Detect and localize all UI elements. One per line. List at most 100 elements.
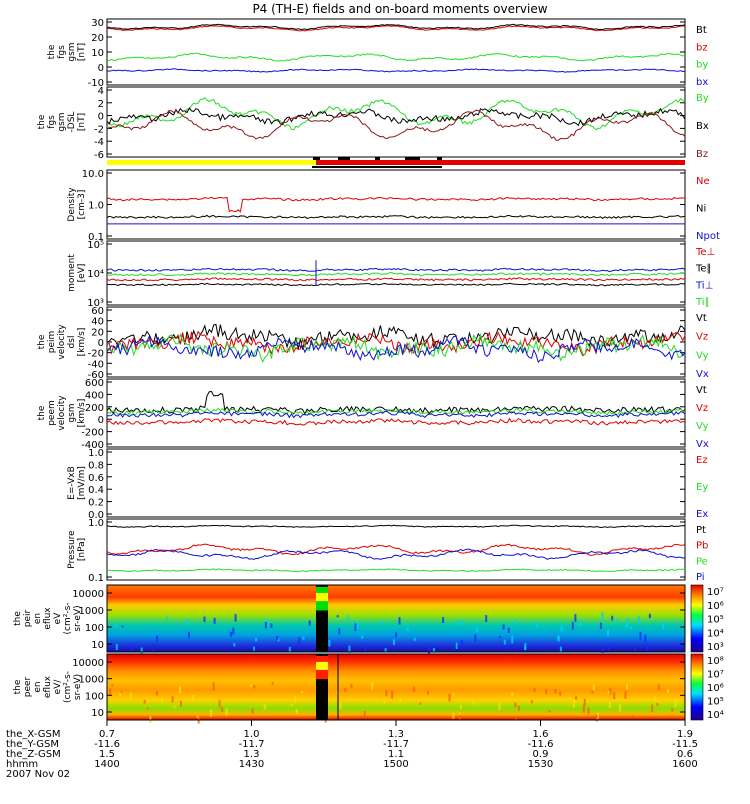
y-tick-label: -4 — [94, 137, 104, 148]
x-axis-value: 1.3 — [244, 749, 260, 760]
x-axis-value: 1600 — [672, 759, 697, 770]
y-tick-label: 0 — [98, 415, 104, 426]
spectrogram-speckle — [225, 708, 228, 716]
spectrogram-speckle — [653, 696, 656, 702]
panel-peer: 10⁸ 10⁷ 10⁶ 10⁵ 10⁴ 10000 1000 100 10 the peer en ef… — [13, 653, 724, 724]
legend-Ey: Ey — [696, 482, 708, 493]
spectrogram-speckle — [448, 693, 451, 702]
spectrogram-speckle — [630, 626, 633, 630]
spectrogram-speckle — [129, 692, 132, 699]
y-tick-label: 10 — [91, 640, 104, 651]
burst-marker — [338, 157, 350, 160]
trace-Ti-perp — [106, 267, 686, 273]
x-axis-row-label: the_Y-GSM — [6, 739, 59, 750]
colorbar-peir — [690, 584, 704, 653]
spectrogram-speckle — [579, 619, 582, 627]
y-axis-label-line: Pressure — [67, 530, 77, 569]
spectrogram-speckle — [507, 627, 510, 633]
y-axis-label-line: [nT] — [77, 113, 87, 131]
x-axis-value: -11.6 — [528, 739, 554, 750]
spectrogram-speckle — [560, 625, 563, 632]
y-tick-label: 100 — [85, 623, 104, 634]
y-tick-label: -40 — [88, 359, 104, 370]
panel-frame-fgs-dsl — [106, 86, 686, 158]
spectrogram-speckle — [294, 696, 297, 703]
y-tick-label: 20 — [91, 327, 104, 338]
legend-Te⊥: Te⊥ — [695, 247, 715, 258]
spectrogram-speckle — [218, 700, 221, 708]
y-axis-label-line: dsl — [67, 336, 77, 349]
spectrogram-speckle — [276, 635, 279, 641]
panel-frame-peem — [106, 378, 686, 448]
spectrogram-speckle — [384, 648, 387, 652]
y-axis-label-line: fgs — [57, 45, 67, 59]
spectrogram-speckle — [530, 700, 533, 704]
y-axis-label-line: eV/ — [53, 679, 63, 695]
spectrogram-speckle — [571, 622, 574, 630]
trace-Bx — [106, 107, 686, 127]
spectrogram-speckle — [485, 615, 488, 622]
y-axis-label-line: eflux — [43, 607, 53, 630]
spectrogram-speckle — [637, 616, 640, 624]
x-axis-row-label: the_Z-GSM — [6, 749, 61, 760]
spectrogram-speckle — [656, 703, 659, 707]
panel-temp: 10⁵ 10⁴ 10³ moment [eV] Te⊥ Te∥ Ti⊥ Ti∥ — [67, 240, 715, 309]
spectrogram-speckle — [648, 613, 651, 619]
spectrogram-speckle — [427, 691, 429, 695]
trace-Pb — [106, 543, 686, 556]
spectrogram-speckle — [595, 715, 598, 722]
spectrogram-speckle — [152, 648, 155, 652]
y-axis-label-line: peim — [47, 331, 57, 354]
spectrogram-speckle — [348, 645, 351, 653]
x-axis-value: 1430 — [239, 759, 264, 770]
y-tick-label: 10⁴ — [87, 269, 104, 280]
spectrogram-speckle — [506, 646, 509, 650]
spectrogram-speckle — [458, 713, 461, 720]
y-axis-label-line: the — [37, 405, 47, 420]
y-tick-label: 600 — [85, 378, 104, 389]
y-axis-label-line: velocity — [57, 395, 67, 431]
legend-Vt: Vt — [696, 313, 707, 324]
y-axis-label-line: velocity — [57, 324, 67, 360]
trace-Vt — [106, 390, 686, 415]
spectrogram-speckle — [607, 690, 610, 694]
y-tick-label: -20 — [88, 349, 104, 360]
spectrogram-speckle — [457, 619, 460, 625]
spectrogram-speckle — [385, 690, 388, 697]
y-tick-label: 4 — [98, 86, 104, 97]
spectrogram-speckle — [364, 646, 367, 651]
spectrogram-speckle — [607, 629, 609, 637]
y-tick-label: 1000 — [79, 675, 104, 686]
spectrogram-speckle — [575, 696, 578, 700]
legend-Npot: Npot — [696, 231, 720, 242]
spectrogram-speckle — [607, 644, 610, 650]
y-tick-label: 0.2 — [88, 498, 104, 509]
y-axis-label-line: fgs — [47, 115, 57, 129]
y-axis-label-line: peir — [23, 609, 33, 627]
spectrogram-speckle — [382, 620, 384, 624]
spectrogram-speckle — [140, 647, 143, 656]
y-tick-label: 1.0 — [88, 201, 104, 212]
x-axis-row-label: the_X-GSM — [6, 729, 60, 740]
spectrogram-speckle — [613, 692, 616, 700]
spectrogram-speckle — [232, 627, 235, 635]
colorbar-tick-label: 10⁵ — [707, 697, 724, 708]
colorbar-tick-label: 10³ — [707, 642, 724, 653]
y-axis-label-line: [mV/m] — [77, 466, 87, 500]
spectrogram-speckle — [503, 639, 506, 645]
y-tick-label: -200 — [81, 428, 104, 439]
y-tick-label: 0.8 — [88, 460, 104, 471]
y-tick-label: 10³ — [87, 298, 104, 309]
y-tick-label: 10.0 — [82, 169, 104, 180]
spectrogram-speckle — [419, 702, 422, 705]
spectrogram-speckle — [601, 612, 604, 621]
y-tick-label: 40 — [91, 317, 104, 328]
spectrogram-speckle — [591, 691, 594, 694]
y-tick-label: -10 — [88, 78, 104, 89]
y-tick-label: 10000 — [72, 658, 104, 669]
legend-By: By — [696, 93, 709, 104]
y-tick-label: 30 — [91, 18, 104, 29]
y-axis-label-line: Density — [67, 187, 77, 222]
